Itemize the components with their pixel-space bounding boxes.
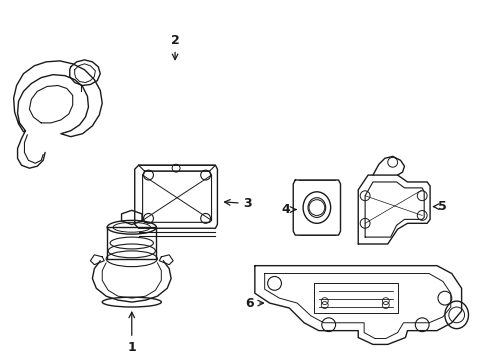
Text: 6: 6 [245,297,264,310]
Text: 5: 5 [434,200,446,213]
Text: 1: 1 [127,312,136,354]
Text: 2: 2 [171,34,179,60]
Text: 3: 3 [224,197,252,210]
Text: 4: 4 [281,203,296,216]
